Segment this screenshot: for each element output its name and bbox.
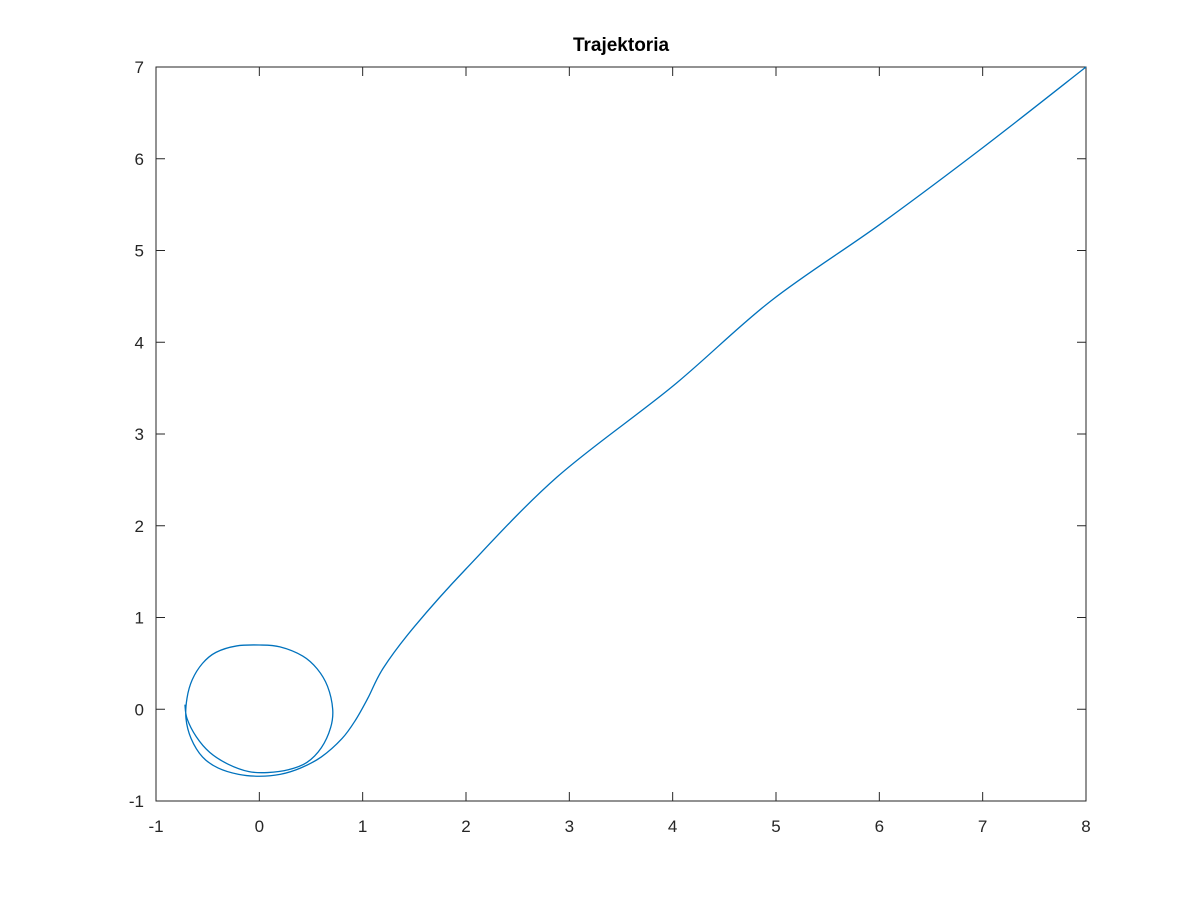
y-tick-label: 3 (135, 425, 144, 444)
x-tick-label: 0 (255, 817, 264, 836)
x-tick-label: 7 (978, 817, 987, 836)
x-tick-label: 5 (771, 817, 780, 836)
y-tick-label: 1 (135, 609, 144, 628)
y-tick-label: 2 (135, 517, 144, 536)
x-tick-label: 6 (875, 817, 884, 836)
x-tick-label: 8 (1081, 817, 1090, 836)
tick-labels: -1 0 1 2 3 4 5 6 7 8 -1 0 1 2 3 4 5 6 7 (129, 58, 1091, 836)
trajectory-line (184, 66, 1087, 777)
axes-box (155, 66, 1087, 802)
x-tick-label: 4 (668, 817, 677, 836)
x-tick-label: 3 (565, 817, 574, 836)
y-tick-label: 0 (135, 700, 144, 719)
chart-title: Trajektoria (573, 35, 670, 56)
y-tick-label: -1 (129, 792, 144, 811)
x-tick-label: -1 (148, 817, 163, 836)
y-tick-label: 4 (135, 333, 144, 352)
y-tick-label: 7 (135, 58, 144, 77)
x-tick-label: 1 (358, 817, 367, 836)
ticks-layer (155, 66, 1087, 802)
x-tick-label: 2 (461, 817, 470, 836)
y-tick-label: 5 (135, 242, 144, 261)
y-tick-label: 6 (135, 150, 144, 169)
